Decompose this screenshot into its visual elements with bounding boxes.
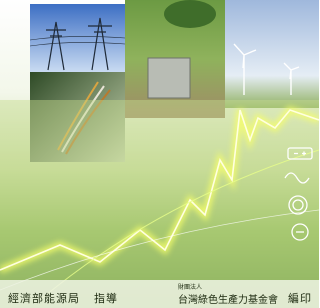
publisher: 台灣綠色生產力基金會 [178,291,278,306]
ac-unit [148,58,190,98]
publisher-role: 編印 [288,290,312,306]
publisher-prefix: 財團法人 [178,282,202,291]
fade [0,100,319,308]
guidance-org: 經濟部能源局 [8,290,80,306]
cover-art [0,0,319,308]
book-cover: 經濟部能源局 指導 財團法人 台灣綠色生產力基金會 編印 [0,0,319,308]
photo-wind [225,0,319,108]
guidance-role: 指導 [94,290,118,306]
tree [164,0,216,28]
